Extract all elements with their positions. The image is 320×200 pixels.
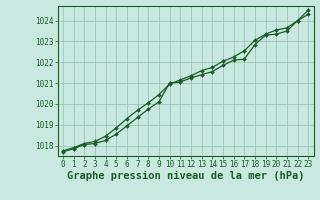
X-axis label: Graphe pression niveau de la mer (hPa): Graphe pression niveau de la mer (hPa) [67, 171, 304, 181]
